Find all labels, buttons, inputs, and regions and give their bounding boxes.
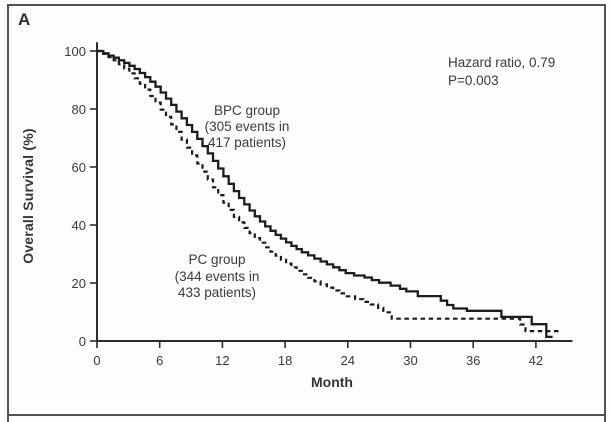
p-value-text: P=0.003 <box>448 72 499 88</box>
hazard-ratio-annotation: Hazard ratio, 0.79 P=0.003 <box>448 54 555 89</box>
bpc-group-name: BPC group <box>213 103 281 118</box>
x-tick-label: 24 <box>340 353 356 368</box>
bpc-events-text: (305 events in <box>204 119 290 134</box>
x-tick-label: 6 <box>156 353 164 368</box>
bpc-group-annotation: BPC group (305 events in 417 patients) <box>167 103 327 151</box>
y-tick-label: 20 <box>71 275 86 291</box>
panel-label-a: A <box>18 10 31 29</box>
x-tick-label: 30 <box>403 353 418 368</box>
bpc-survival-curve <box>97 49 553 339</box>
figure-border <box>7 4 606 422</box>
y-tick-label: 0 <box>78 333 86 349</box>
y-tick-label: 100 <box>64 43 86 59</box>
x-tick-label: 12 <box>215 353 230 368</box>
x-tick-label: 0 <box>93 353 101 368</box>
pc-events-text: (344 events in <box>174 268 260 284</box>
y-axis-title: Overall Survival (%) <box>20 128 36 264</box>
bpc-patients-text: 417 patients) <box>207 135 287 150</box>
x-tick-label: 18 <box>277 353 293 368</box>
x-axis-title: Month <box>311 374 353 390</box>
pc-group-annotation: PC group (344 events in 433 patients) <box>137 252 297 302</box>
pc-group-name: PC group <box>188 252 246 267</box>
y-tick-label: 60 <box>71 159 86 175</box>
pc-patients-text: 433 patients) <box>177 285 257 300</box>
hazard-ratio-text: Hazard ratio, 0.79 <box>448 55 556 70</box>
pc-survival-curve <box>97 49 560 333</box>
x-tick-label: 36 <box>465 353 481 368</box>
y-tick-label: 80 <box>71 101 86 117</box>
x-tick-label: 42 <box>528 353 544 368</box>
panel-divider-line <box>7 414 604 416</box>
y-tick-label: 40 <box>71 217 86 233</box>
